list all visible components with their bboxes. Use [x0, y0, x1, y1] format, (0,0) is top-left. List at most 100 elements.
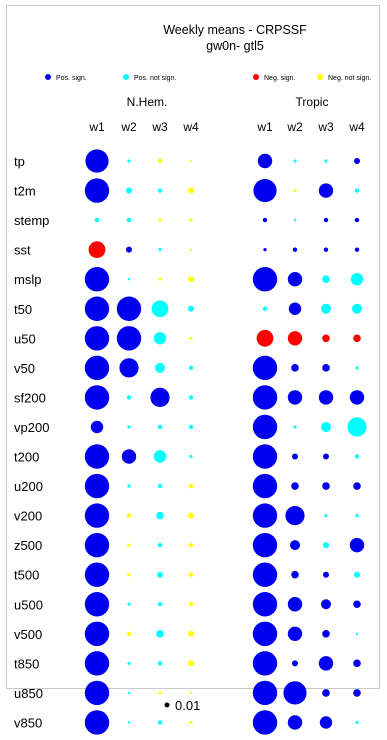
bubble-tropic-mslp-w3 [322, 275, 330, 284]
week-label-nhem-w4: w4 [182, 120, 199, 134]
row-label-u200: u200 [14, 479, 43, 494]
row-label-t2m: t2m [14, 184, 36, 199]
bubble-nhem-sf200-w3 [150, 387, 170, 407]
bubble-tropic-v50-w1 [252, 355, 278, 381]
bubble-tropic-v50-w4 [355, 366, 359, 370]
bubble-nhem-t200-w3 [153, 450, 167, 463]
bubble-nhem-t850-w3 [157, 661, 163, 666]
bubble-nhem-sst-w4 [189, 248, 193, 251]
week-label-tropic-w1: w1 [256, 120, 273, 134]
row-label-t200: t200 [14, 450, 39, 465]
bubble-nhem-vp200-w4 [188, 424, 194, 430]
bubble-nhem-v850-w3 [157, 720, 163, 725]
bubble-nhem-v200-w3 [156, 511, 164, 520]
bubble-tropic-v850-w3 [319, 716, 333, 729]
bubble-tropic-t200-w2 [292, 453, 298, 460]
bubble-nhem-sf200-w4 [188, 395, 194, 400]
bubble-tropic-u200-w2 [291, 482, 299, 490]
bubble-nhem-t500-w4 [188, 572, 194, 577]
week-label-tropic-w2: w2 [286, 120, 303, 134]
bubble-nhem-stemp-w2 [126, 217, 132, 223]
bubble-tropic-sst-w3 [323, 247, 329, 252]
bubble-tropic-t500-w1 [252, 562, 278, 587]
bubble-tropic-u850-w3 [322, 689, 330, 697]
bubble-tropic-tp-w4 [354, 158, 360, 164]
bubble-nhem-u200-w2 [127, 484, 131, 488]
bubble-tropic-sf200-w4 [349, 390, 365, 405]
row-label-tp: tp [14, 154, 25, 169]
week-label-tropic-w4: w4 [348, 120, 365, 134]
bubble-nhem-tp-w2 [127, 159, 131, 163]
bubble-tropic-u50-w3 [322, 334, 330, 343]
bubble-tropic-vp200-w1 [252, 414, 278, 440]
bubble-tropic-u50-w4 [353, 334, 361, 343]
bubble-tropic-u500-w2 [287, 597, 303, 612]
bubble-nhem-vp200-w1 [90, 420, 104, 434]
bubble-tropic-tp-w1 [257, 153, 273, 169]
bubble-tropic-t50-w3 [321, 303, 331, 314]
bubble-nhem-v50-w3 [155, 362, 165, 373]
bubble-nhem-t500-w2 [127, 573, 131, 577]
bubble-nhem-z500-w4 [188, 542, 194, 548]
week-labels: w1 w2 w3 w4 w1 w2 w3 w4 [88, 120, 365, 134]
bubble-tropic-u850-w2 [283, 681, 307, 705]
bubble-nhem-u850-w3 [158, 691, 162, 695]
row-label-sst: sst [14, 243, 31, 258]
bubble-nhem-t500-w1 [84, 562, 110, 587]
bubble-tropic-t200-w1 [252, 444, 278, 469]
bubble-tropic-u500-w4 [353, 600, 361, 609]
bubble-nhem-v850-w1 [84, 710, 110, 735]
bubble-tropic-t200-w3 [323, 453, 329, 460]
bubble-nhem-v200-w4 [188, 512, 194, 519]
bubble-tropic-mslp-w2 [287, 272, 303, 287]
bubble-tropic-z500-w4 [349, 537, 365, 553]
bubble-tropic-mslp-w1 [252, 267, 278, 292]
legend-marker-neg-sign [253, 74, 259, 80]
bubble-tropic-u50-w1 [256, 329, 274, 347]
bubble-tropic-t50-w4 [352, 303, 362, 314]
bubble-nhem-u200-w1 [84, 473, 110, 499]
bubble-nhem-sst-w1 [88, 241, 106, 259]
row-label-v850: v850 [14, 715, 42, 730]
row-label-vp200: vp200 [14, 420, 49, 435]
bubble-nhem-stemp-w4 [189, 218, 193, 222]
bubble-tropic-sf200-w3 [318, 390, 334, 405]
bubble-nhem-v850-w4 [189, 720, 193, 725]
bubble-tropic-tp-w3 [324, 159, 328, 163]
bubble-tropic-v850-w4 [355, 720, 359, 725]
row-label-u50: u50 [14, 331, 36, 346]
bubble-tropic-t500-w2 [291, 570, 299, 579]
scale-reference-marker [164, 702, 170, 708]
bubble-tropic-vp200-w3 [321, 421, 331, 432]
bubble-tropic-t2m-w4 [354, 188, 360, 193]
row-label-t850: t850 [14, 656, 39, 671]
bubble-nhem-t850-w2 [127, 661, 131, 665]
bubble-tropic-mslp-w4 [350, 273, 364, 286]
bubble-tropic-t2m-w2 [293, 188, 297, 193]
bubble-nhem-u500-w2 [127, 602, 131, 606]
week-label-tropic-w3: w3 [317, 120, 334, 134]
bubble-tropic-z500-w1 [252, 532, 278, 558]
bubble-tropic-u200-w3 [322, 482, 330, 490]
row-label-z500: z500 [14, 538, 42, 553]
week-label-nhem-w3: w3 [151, 120, 168, 134]
bubble-nhem-sf200-w1 [84, 385, 110, 410]
bubble-tropic-t200-w4 [354, 454, 360, 459]
bubble-nhem-mslp-w4 [188, 276, 194, 283]
bubble-nhem-u500-w4 [188, 602, 194, 607]
bubble-nhem-u50-w2 [116, 326, 142, 351]
legend-label-neg-sign: Neg. sign. [264, 75, 296, 82]
bubble-tropic-v500-w2 [287, 626, 303, 641]
row-labels: tp t2m stemp sst mslp t50 u50 v50 sf200 vp200 t200… [14, 154, 49, 730]
scale-reference-label: 0.01 [175, 698, 200, 713]
chart-subtitle: gw0n- gtl5 [206, 39, 264, 53]
bubble-nhem-v850-w2 [127, 721, 131, 724]
bubble-tropic-stemp-w3 [323, 217, 329, 223]
legend-marker-pos-not-sign [123, 74, 129, 80]
bubble-nhem-u200-w3 [157, 483, 163, 489]
bubble-tropic-v850-w2 [287, 715, 303, 730]
bubble-tropic-vp200-w4 [347, 417, 367, 437]
bubble-tropic-t50-w1 [262, 306, 268, 311]
bubble-tropic-sst-w1 [263, 248, 267, 252]
bubble-tropic-v200-w2 [285, 505, 305, 526]
